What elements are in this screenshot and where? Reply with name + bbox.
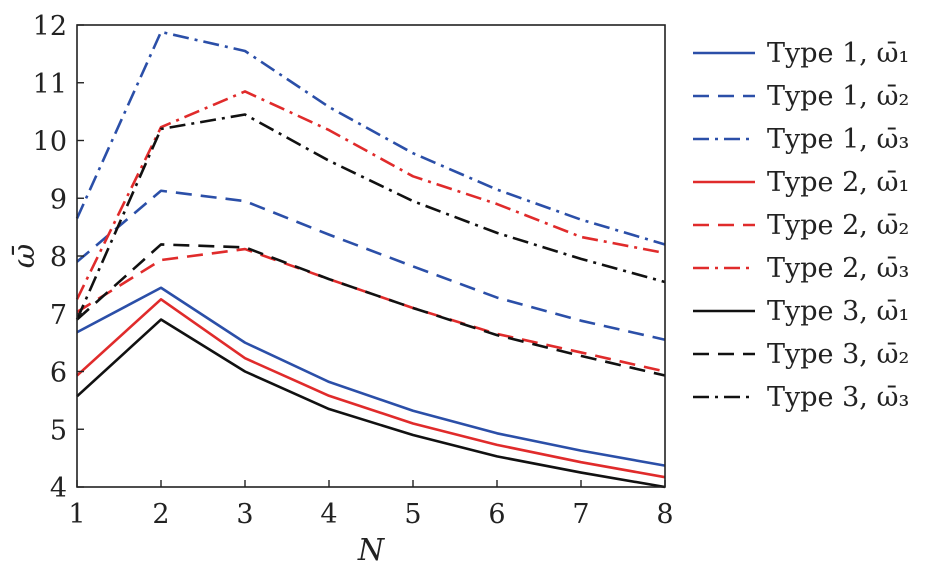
legend-label-1: Type 1, ω̄₁ [767, 38, 909, 69]
y-tick-label: 7 [50, 300, 67, 331]
y-tick-label: 4 [50, 473, 67, 504]
y-tick-label: 9 [50, 184, 67, 215]
x-tick-label: 1 [68, 499, 85, 530]
legend-label-9: Type 3, ω̄₃ [767, 382, 909, 413]
x-tick-label: 2 [152, 499, 169, 530]
legend-label-5: Type 2, ω̄₂ [767, 210, 909, 241]
series-line-5 [76, 247, 666, 373]
x-tick-label: 4 [320, 499, 337, 530]
legend-label-3: Type 1, ω̄₃ [767, 124, 909, 155]
y-tick-label: 12 [33, 11, 67, 42]
series-line-9 [75, 113, 666, 321]
x-tick-label: 3 [236, 499, 253, 530]
series-line-6 [75, 90, 666, 300]
y-tick-label: 11 [33, 69, 67, 100]
x-axis: 1 2 3 4 5 6 7 8 [68, 480, 674, 530]
x-axis-label: N [357, 533, 386, 568]
series-line-4 [76, 298, 666, 479]
y-tick-label: 5 [50, 415, 67, 446]
y-tick-label: 6 [50, 358, 67, 389]
x-tick-label: 8 [656, 499, 673, 530]
y-axis-label: ω̄ [7, 244, 42, 268]
x-tick-label: 5 [404, 499, 421, 530]
series-line-7 [76, 318, 666, 489]
series-line-2 [76, 189, 666, 342]
series-line-3 [75, 30, 666, 246]
y-tick-label: 8 [50, 242, 67, 273]
y-axis: 4 5 6 7 8 9 10 11 12 [33, 11, 84, 504]
plot-area [75, 30, 666, 489]
y-tick-label: 10 [33, 127, 67, 158]
legend-label-2: Type 1, ω̄₂ [767, 81, 909, 112]
legend: Type 1, ω̄₁ Type 1, ω̄₂ Type 1, ω̄₃ Type 2,… [693, 38, 909, 413]
legend-label-6: Type 2, ω̄₃ [767, 253, 909, 284]
x-tick-label: 6 [488, 499, 505, 530]
legend-label-4: Type 2, ω̄₁ [767, 167, 909, 198]
plot-frame [76, 24, 666, 488]
series-line-1 [76, 286, 666, 467]
legend-label-8: Type 3, ω̄₂ [767, 339, 909, 370]
x-tick-label: 7 [572, 499, 589, 530]
legend-label-7: Type 3, ω̄₁ [767, 296, 909, 327]
series-line-8 [76, 243, 666, 377]
